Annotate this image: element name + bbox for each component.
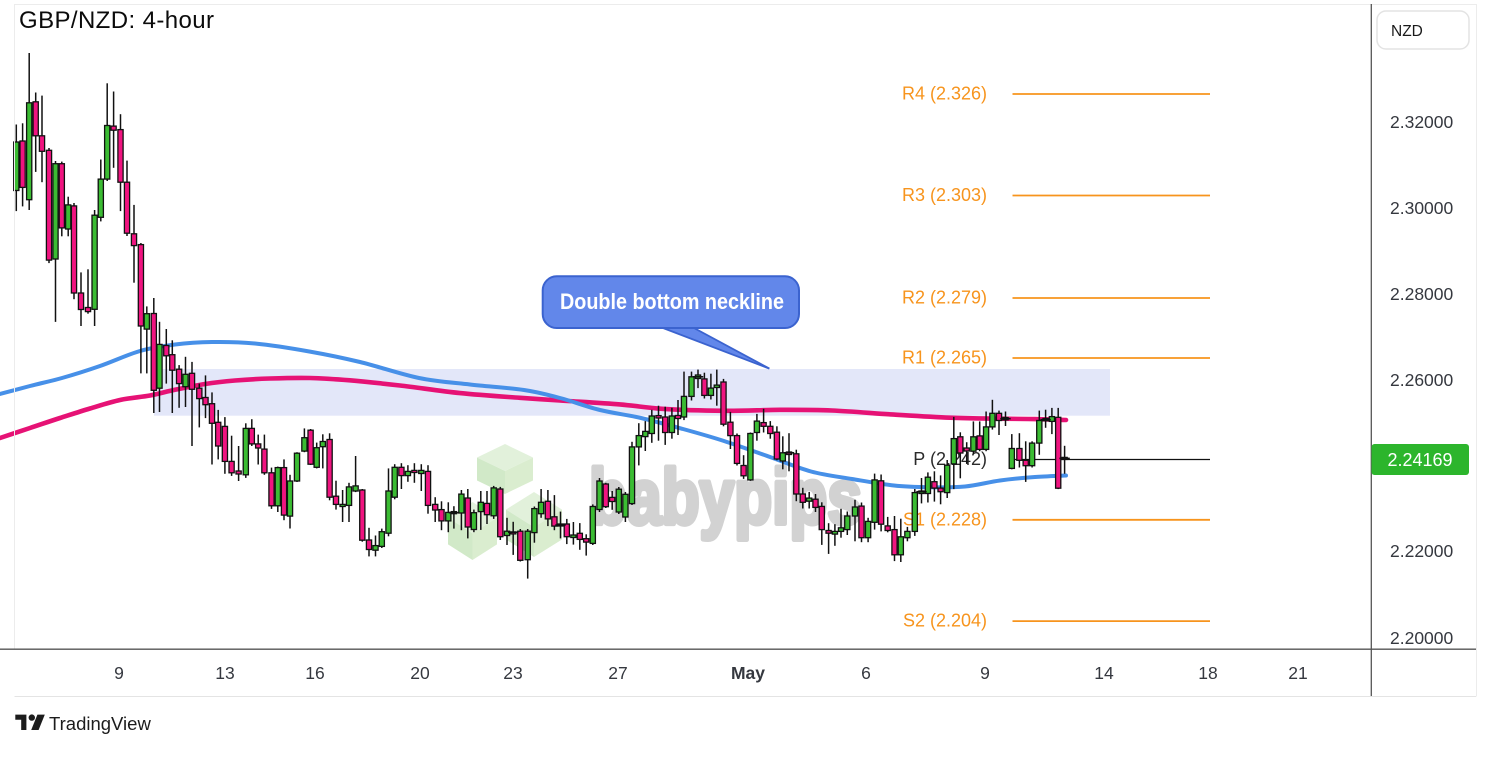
svg-text:P (2.242): P (2.242): [913, 449, 987, 469]
svg-text:S1 (2.228): S1 (2.228): [903, 509, 987, 529]
svg-text:9: 9: [980, 663, 990, 683]
svg-text:NZD: NZD: [1391, 23, 1423, 40]
svg-text:23: 23: [503, 663, 522, 683]
svg-text:R3 (2.303): R3 (2.303): [902, 185, 987, 205]
svg-text:9: 9: [114, 663, 124, 683]
svg-text:6: 6: [861, 663, 871, 683]
svg-text:Double bottom neckline: Double bottom neckline: [560, 289, 784, 314]
svg-text:2.32000: 2.32000: [1390, 112, 1454, 132]
svg-text:2.30000: 2.30000: [1390, 198, 1454, 218]
svg-text:20: 20: [410, 663, 430, 683]
svg-text:14: 14: [1094, 663, 1114, 683]
svg-text:13: 13: [215, 663, 234, 683]
svg-text:2.20000: 2.20000: [1390, 628, 1454, 648]
svg-text:27: 27: [608, 663, 627, 683]
svg-text:TradingView: TradingView: [49, 713, 151, 734]
svg-text:R2 (2.279): R2 (2.279): [902, 288, 987, 308]
svg-text:S2 (2.204): S2 (2.204): [903, 611, 987, 631]
svg-text:2.24169: 2.24169: [1387, 450, 1452, 470]
svg-text:18: 18: [1198, 663, 1217, 683]
svg-text:May: May: [731, 663, 765, 683]
svg-text:2.22000: 2.22000: [1390, 541, 1454, 561]
svg-text:R4 (2.326): R4 (2.326): [902, 84, 987, 104]
svg-text:21: 21: [1288, 663, 1307, 683]
svg-text:2.28000: 2.28000: [1390, 284, 1454, 304]
svg-text:GBP/NZD: 4-hour: GBP/NZD: 4-hour: [19, 7, 214, 34]
svg-text:16: 16: [305, 663, 324, 683]
svg-text:R1 (2.265): R1 (2.265): [902, 348, 987, 368]
svg-text:2.26000: 2.26000: [1390, 370, 1454, 390]
